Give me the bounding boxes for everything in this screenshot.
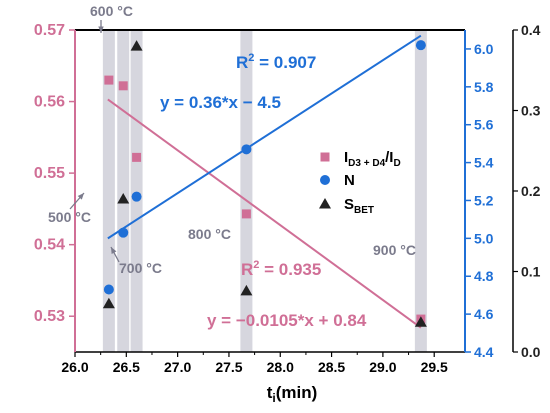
data-point (118, 227, 129, 238)
highlight-band (117, 30, 130, 352)
label-600c: 600 °C (90, 3, 133, 19)
right-y-tick-label: 4.8 (474, 268, 494, 284)
right-y-tick-label: 4.6 (474, 306, 494, 322)
label-800c: 800 °C (188, 226, 231, 242)
arrow-600c (98, 20, 104, 33)
data-point (102, 297, 115, 309)
left-y-tick-label: 0.57 (34, 22, 65, 39)
data-point (117, 193, 130, 204)
right-y-tick-label: 6.0 (474, 41, 494, 57)
data-point (118, 81, 128, 91)
legend-marker (320, 152, 330, 162)
right-y-tick-label: 5.0 (474, 230, 494, 246)
label-900c: 900 °C (373, 242, 416, 258)
x-tick-label: 28.5 (318, 359, 345, 375)
left-y-tick-label: 0.55 (34, 165, 65, 182)
right-y-tick-label: 5.8 (474, 79, 494, 95)
legend: ID3 + D4/ID N SBET (319, 149, 401, 216)
right-y-tick-label: 5.2 (474, 192, 494, 208)
data-point (132, 152, 142, 162)
data-point (241, 144, 252, 155)
right-y-tick-label: 5.6 (474, 117, 494, 133)
sbet-y-tick-label: 0.3 (521, 103, 541, 119)
x-tick-label: 26.5 (113, 359, 140, 375)
x-tick-label: 27.5 (215, 359, 242, 375)
r2-pink-label: R2 = 0.935 (241, 259, 321, 279)
legend-marker (320, 175, 330, 185)
legend-marker (319, 198, 331, 209)
r2-blue-label: R2 = 0.907 (236, 52, 316, 72)
data-point (241, 209, 251, 219)
label-500c: 500 °C (48, 209, 91, 225)
left-y-tick-label: 0.54 (34, 237, 65, 254)
data-point (104, 75, 114, 85)
data-point (103, 284, 114, 295)
right-y-tick-label: 4.4 (474, 344, 494, 360)
equation-pink: y = −0.0105*x + 0.84 (207, 311, 367, 330)
arrow-700c (110, 246, 120, 263)
legend-label: N (344, 172, 355, 189)
fit-line (107, 98, 422, 329)
fit-line (107, 34, 422, 240)
data-point (414, 316, 427, 327)
arrow-500c (69, 192, 85, 210)
x-tick-label: 28.0 (267, 359, 294, 375)
sbet-y-tick-label: 0.0 (521, 344, 541, 360)
right-y-tick-label: 5.4 (474, 155, 494, 171)
highlight-band (130, 30, 143, 352)
highlight-band (240, 30, 253, 352)
left-y-tick-label: 0.53 (34, 308, 65, 325)
x-tick-label: 27.0 (164, 359, 191, 375)
legend-label: SBET (344, 196, 374, 216)
data-point (415, 40, 426, 51)
sbet-y-tick-label: 0.4 (521, 22, 541, 38)
x-tick-label: 29.5 (421, 359, 448, 375)
left-y-tick-label: 0.56 (34, 94, 65, 111)
label-700c: 700 °C (119, 260, 162, 276)
highlight-band (414, 30, 427, 352)
x-tick-label: 29.0 (369, 359, 396, 375)
data-point (130, 40, 143, 51)
equation-blue: y = 0.36*x − 4.5 (160, 93, 281, 112)
x-axis-title: ti(min) (267, 383, 318, 405)
sbet-y-tick-label: 0.2 (521, 183, 541, 199)
legend-label: ID3 + D4/ID (344, 149, 401, 169)
data-point (131, 191, 142, 202)
highlight-band (102, 30, 115, 352)
sbet-y-tick-label: 0.1 (521, 264, 541, 280)
x-tick-label: 26.0 (61, 359, 88, 375)
data-point (240, 284, 253, 296)
